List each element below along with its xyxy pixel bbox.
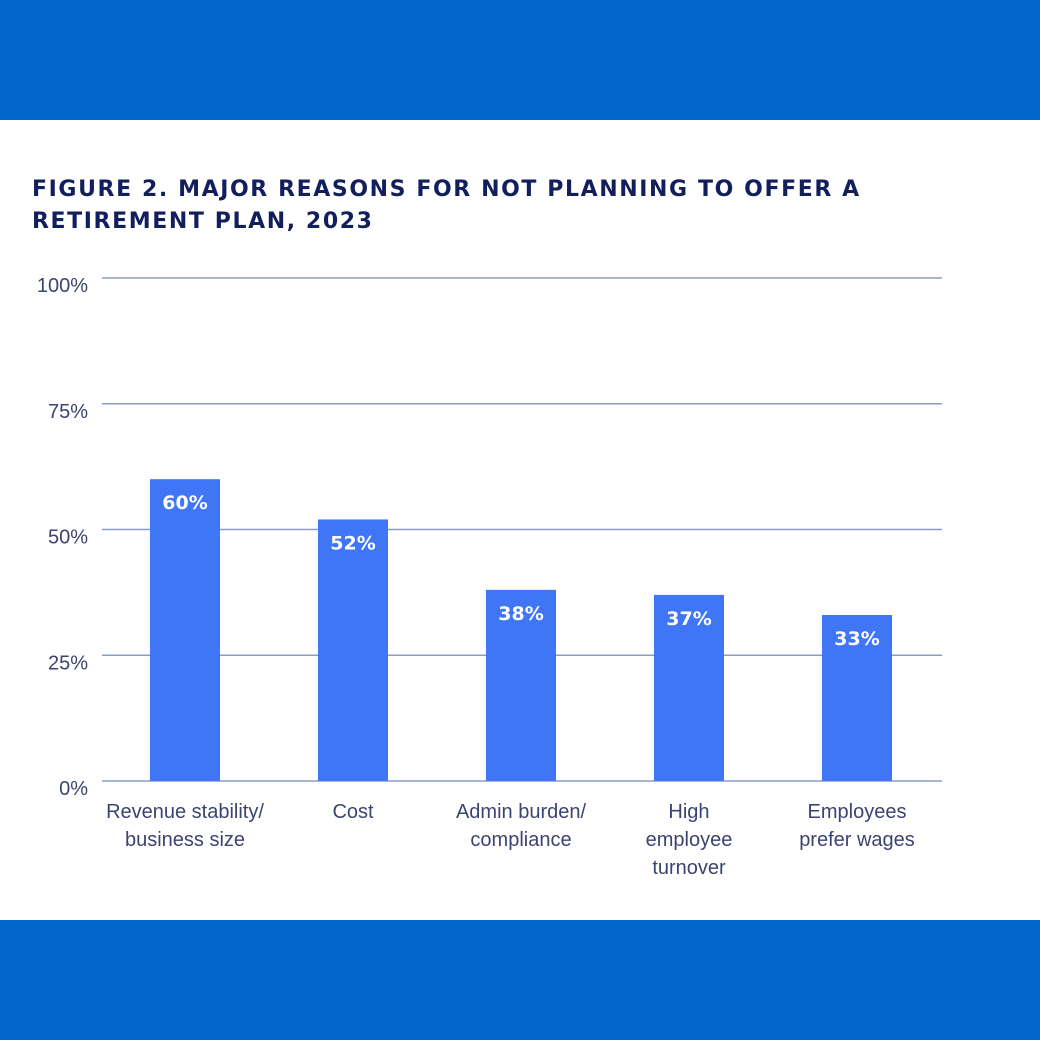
y-tick-label: 50%	[48, 527, 88, 549]
bar	[822, 615, 892, 781]
y-tick-label: 75%	[48, 401, 88, 423]
category-label-line: employee	[646, 829, 733, 851]
data-label: 37%	[666, 608, 711, 630]
category-label-line: prefer wages	[799, 829, 915, 851]
category-label-line: business size	[125, 829, 245, 851]
data-label: 33%	[834, 628, 879, 650]
bar	[486, 589, 556, 781]
x-axis-categories: Revenue stability/business size Cost Admin…	[106, 801, 915, 879]
category-label-line: turnover	[652, 857, 726, 879]
bar	[654, 594, 724, 781]
top-banner	[0, 0, 1040, 120]
bars	[150, 479, 892, 781]
category-label: Cost	[332, 801, 374, 823]
y-tick-label: 25%	[48, 652, 88, 674]
category-label-line: Admin burden/	[456, 801, 587, 823]
bar	[318, 519, 388, 781]
data-labels: 60% 52% 38% 37% 33%	[162, 492, 879, 650]
category-label: Admin burden/compliance	[456, 801, 587, 851]
chart-title: FIGURE 2. MAJOR REASONS FOR NOT PLANNING…	[32, 177, 861, 234]
data-label: 60%	[162, 492, 207, 514]
category-label-line: compliance	[470, 829, 571, 851]
data-label: 52%	[330, 532, 375, 554]
y-axis-ticks: 0% 25% 50% 75% 100%	[37, 275, 88, 800]
y-tick-label: 100%	[37, 275, 88, 297]
category-label: Revenue stability/business size	[106, 801, 264, 851]
data-label: 38%	[498, 603, 543, 625]
bottom-banner	[0, 920, 1040, 1040]
y-tick-label: 0%	[59, 778, 88, 800]
category-label: Employees prefer wages	[799, 801, 915, 851]
category-label-line: Revenue stability/	[106, 801, 264, 823]
category-label-line: Cost	[332, 801, 374, 823]
category-label-line: High	[668, 801, 709, 823]
category-label-line: Employees	[808, 801, 907, 823]
gridlines	[102, 277, 942, 782]
category-label: High employee turnover	[646, 801, 733, 879]
bar	[150, 479, 220, 781]
